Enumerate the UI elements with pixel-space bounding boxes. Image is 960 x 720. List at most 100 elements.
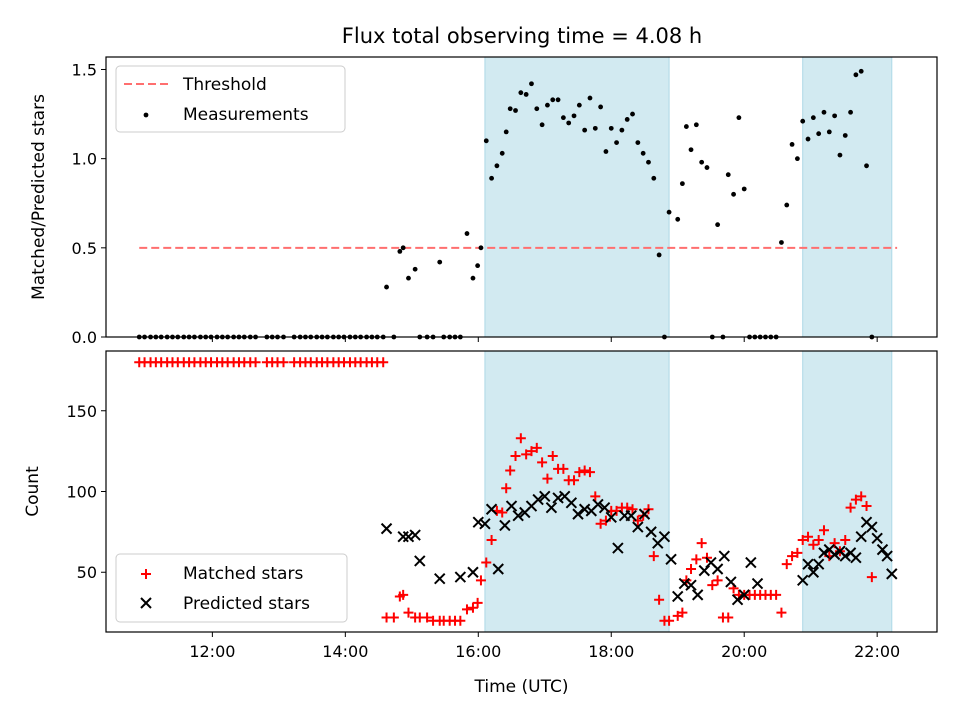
predicted-point	[818, 547, 830, 559]
matched-point	[792, 547, 803, 558]
legend-matched-label: Matched stars	[183, 564, 303, 584]
predicted-point	[751, 577, 764, 590]
measurement-point	[779, 240, 784, 245]
measurement-point	[821, 109, 827, 115]
measurement-point	[826, 129, 832, 135]
predicted-point	[492, 563, 504, 575]
chart-title: Flux total observing time = 4.08 h	[342, 24, 702, 48]
matched-point	[787, 551, 798, 562]
legend-box	[115, 65, 346, 133]
matched-point	[569, 475, 580, 486]
shaded-interval	[484, 350, 670, 633]
predicted-point	[698, 564, 711, 577]
measurement-point	[560, 115, 566, 121]
predicted-point	[850, 552, 862, 564]
measurement-point	[494, 163, 500, 169]
matched-point	[829, 538, 840, 549]
measurement-point	[699, 159, 705, 165]
matched-point	[398, 589, 409, 600]
predicted-point	[638, 508, 651, 520]
measurement-point	[571, 113, 577, 119]
measurement-point	[406, 275, 411, 281]
matched-point	[505, 465, 516, 476]
measurement-point	[598, 104, 604, 110]
matched-point	[712, 575, 723, 586]
measurement-point	[741, 186, 747, 192]
matched-point	[677, 607, 688, 618]
measurement-point	[800, 118, 806, 124]
predicted-point	[855, 531, 867, 543]
y-tick-label: 0.5	[72, 239, 97, 258]
shaded-interval	[802, 350, 893, 633]
predicted-point	[402, 531, 415, 543]
measurement-point	[656, 252, 662, 258]
matched-point	[388, 612, 399, 623]
matched-point	[818, 525, 829, 536]
predicted-point	[485, 503, 498, 515]
matched-point	[845, 502, 856, 513]
matched-point	[771, 589, 782, 600]
matched-point	[648, 551, 659, 562]
matched-point	[595, 518, 606, 529]
matched-point	[521, 449, 532, 460]
x-tick-label: 16:00	[455, 642, 501, 661]
predicted-point	[532, 493, 544, 506]
measurement-point	[587, 95, 593, 101]
matched-point	[455, 615, 466, 626]
shaded-interval	[484, 56, 670, 338]
predicted-point	[454, 571, 467, 583]
measurement-point	[630, 111, 635, 117]
measurement-point	[651, 175, 657, 181]
measurement-point	[503, 129, 509, 135]
x-axis-label: Time (UTC)	[474, 677, 569, 697]
matched-point	[250, 357, 261, 368]
predicted-point	[881, 550, 893, 562]
matched-point	[866, 572, 877, 583]
matched-point	[461, 604, 472, 615]
measurement-point	[864, 163, 869, 169]
predicted-point	[738, 589, 750, 601]
matched-point	[803, 531, 814, 542]
predicted-point	[539, 490, 551, 503]
predicted-point	[745, 556, 757, 569]
measurement-point	[475, 263, 481, 269]
predicted-point	[380, 522, 393, 535]
predicted-point	[605, 511, 617, 524]
measurement-point	[842, 133, 848, 138]
predicted-point	[839, 550, 851, 562]
measurement-point	[688, 147, 694, 153]
measurement-point	[832, 113, 838, 119]
measurement-point	[592, 125, 598, 131]
measurement-point	[784, 202, 790, 208]
predicted-point	[552, 492, 564, 504]
predicted-point	[802, 558, 814, 570]
measurement-point	[736, 115, 742, 121]
measurement-point	[550, 97, 556, 103]
measurement-point	[400, 245, 406, 251]
measurement-point	[576, 102, 582, 108]
measurement-point	[837, 152, 843, 158]
matched-point	[515, 433, 526, 444]
predicted-point	[505, 500, 518, 512]
legend: Threshold Measurements	[115, 65, 346, 133]
matched-point	[808, 539, 819, 550]
matched-point	[707, 580, 718, 591]
measurement-point	[529, 81, 534, 87]
predicted-point	[807, 566, 820, 578]
predicted-point	[665, 553, 677, 566]
measurement-point	[679, 181, 685, 187]
bottom-panel: 50 100 150 12:00 14:00 16:00 18:00 20:00 22:00 Co…	[23, 350, 938, 697]
matched-point	[403, 607, 414, 618]
matched-point	[472, 597, 483, 608]
matched-point	[696, 538, 707, 549]
matched-point	[590, 491, 601, 502]
predicted-point	[871, 532, 883, 545]
matched-point	[781, 559, 792, 570]
predicted-point	[725, 576, 737, 588]
predicted-point	[645, 526, 657, 538]
matched-point	[531, 442, 542, 453]
measurement-point	[518, 90, 524, 96]
shaded-interval	[802, 56, 893, 338]
top-panel: 0.0 0.5 1.0 1.5 Matched/Predicted stars Thres…	[29, 56, 938, 347]
predicted-point	[409, 529, 421, 541]
